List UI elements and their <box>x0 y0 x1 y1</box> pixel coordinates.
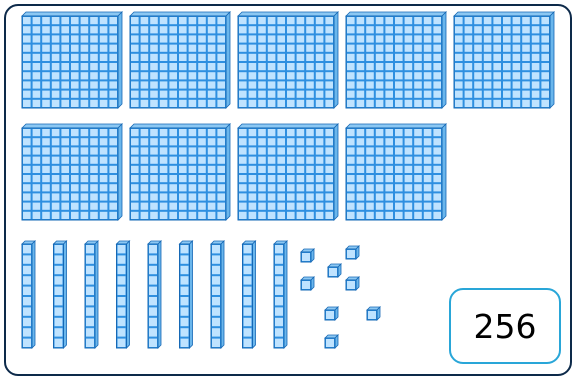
one-cube <box>300 248 315 263</box>
one-cube <box>327 263 342 278</box>
one-cube <box>366 306 381 321</box>
ten-rod <box>52 240 68 349</box>
one-cube <box>324 306 339 321</box>
hundred-flat <box>21 123 123 221</box>
hundred-flat <box>129 11 231 109</box>
one-cube <box>324 334 339 349</box>
ten-rod <box>115 240 131 349</box>
hundred-flat <box>237 123 339 221</box>
ten-rod <box>147 240 162 349</box>
hundred-flat <box>237 11 339 109</box>
ten-rod <box>21 240 36 349</box>
hundred-flat <box>345 123 447 221</box>
hundred-flat <box>345 11 447 109</box>
one-cube <box>345 276 360 291</box>
ten-rod <box>84 240 99 349</box>
one-cube <box>345 245 360 260</box>
hundred-flat <box>21 11 123 109</box>
number-box: 256 <box>449 288 561 364</box>
ten-rod <box>178 240 194 349</box>
ten-rod <box>241 240 257 349</box>
ten-rod <box>273 240 288 349</box>
ten-rod <box>210 240 225 349</box>
one-cube <box>300 276 315 291</box>
hundred-flat <box>129 123 231 221</box>
number-label: 256 <box>473 306 537 346</box>
hundred-flat <box>453 11 555 109</box>
